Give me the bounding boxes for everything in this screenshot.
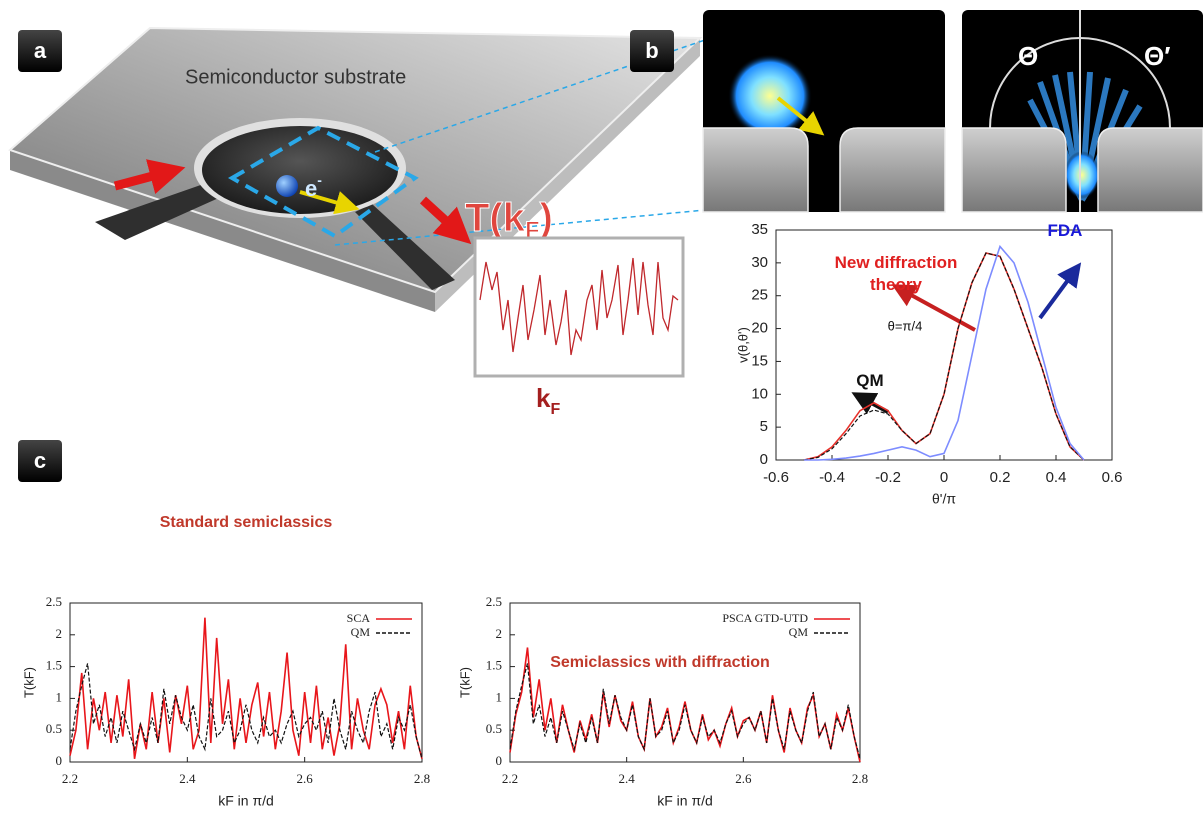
legend-label: QM [351, 625, 371, 639]
x-tick-label: 0 [940, 469, 948, 486]
panel-label: c [34, 448, 46, 473]
x-tick-label: -0.2 [875, 469, 901, 486]
x-tick-label: -0.4 [819, 469, 845, 486]
series-label: FDA [1047, 221, 1083, 240]
inset-xlabel: kF [536, 383, 560, 418]
y-tick-label: 2.5 [486, 594, 502, 609]
y-axis-label: v(θ,θ') [735, 327, 750, 363]
y-tick-label: 1 [496, 689, 503, 704]
y-axis-label: T(kF) [457, 667, 472, 698]
y-tick-label: 0 [760, 451, 768, 468]
x-tick-label: 2.2 [502, 771, 518, 786]
y-tick-label: 20 [751, 320, 768, 337]
x-tick-label: 2.8 [852, 771, 868, 786]
inset-curve [479, 257, 679, 356]
x-tick-label: 2.6 [735, 771, 752, 786]
substrate-label: Semiconductor substrate [185, 66, 406, 88]
x-tick-label: 0.2 [990, 469, 1011, 486]
y-tick-label: 15 [751, 352, 768, 369]
y-tick-label: 1 [56, 689, 63, 704]
x-tick-label: 0.4 [1046, 469, 1067, 486]
series-label: QM [856, 371, 884, 390]
y-tick-label: 2.5 [46, 594, 62, 609]
panel-label: a [34, 38, 47, 63]
y-tick-label: 1.5 [486, 658, 502, 673]
y-tick-label: 2 [56, 626, 63, 641]
legend-label: QM [789, 625, 809, 639]
panel-label: b [645, 38, 658, 63]
y-tick-label: 1.5 [46, 658, 62, 673]
x-tick-label: 2.4 [179, 771, 196, 786]
annotation: Semiclassics with diffraction [550, 654, 770, 671]
series-line [804, 244, 1085, 461]
y-tick-label: 25 [751, 287, 768, 304]
y-tick-label: 0 [496, 753, 503, 768]
transmission-suffix: ) [540, 196, 553, 240]
electron-label: e- [305, 172, 322, 201]
transmission-prefix: T(k [465, 196, 526, 240]
series-line [69, 663, 423, 759]
x-tick-label: 0.6 [1102, 469, 1123, 486]
angle-in: Θ [1018, 41, 1038, 71]
y-tick-label: 5 [760, 418, 768, 435]
x-axis-label: kF in π/d [657, 793, 713, 809]
chart-title: Standard semiclassics [160, 514, 333, 531]
legend-label: PSCA GTD-UTD [722, 611, 808, 625]
diffraction-images: Θ Θ′ [702, 10, 1203, 213]
x-axis-label: θ'/π [932, 491, 956, 507]
y-axis-label: T(kF) [21, 667, 36, 698]
angle-out: Θ′ [1144, 41, 1170, 71]
x-axis-label: kF in π/d [218, 793, 274, 809]
series-line [803, 252, 1085, 461]
y-tick-label: 30 [751, 254, 768, 271]
y-tick-label: 0 [56, 753, 63, 768]
y-tick-label: 2 [496, 626, 503, 641]
series-line [509, 663, 861, 759]
plot-frame [509, 602, 861, 763]
series-line [509, 647, 861, 763]
series-label: New diffraction theory [834, 253, 958, 294]
x-tick-label: 2.2 [62, 771, 78, 786]
legend-label: SCA [347, 611, 371, 625]
y-tick-label: 10 [751, 385, 768, 402]
inset-xlabel-subscript: F [550, 401, 560, 418]
device-illustration: Semiconductor substrate e- T(kF) kF [8, 26, 706, 418]
x-tick-label: 2.6 [297, 771, 314, 786]
annotation-arrows [851, 262, 1082, 415]
plot-frame [69, 602, 423, 763]
x-tick-label: -0.6 [763, 469, 789, 486]
electron-charge: - [317, 172, 322, 188]
x-tick-label: 2.8 [414, 771, 430, 786]
y-tick-label: 0.5 [46, 721, 62, 736]
y-tick-label: 0.5 [486, 721, 502, 736]
transmission-label: T(kF) [465, 196, 553, 245]
y-tick-label: 35 [751, 221, 768, 238]
x-tick-label: 2.4 [619, 771, 636, 786]
electron-symbol: e [305, 176, 317, 201]
annotation: θ=π/4 [888, 318, 923, 333]
series-line [69, 617, 423, 760]
inset-xlabel-main: k [536, 383, 551, 413]
panel-labels: a b c [18, 30, 674, 482]
